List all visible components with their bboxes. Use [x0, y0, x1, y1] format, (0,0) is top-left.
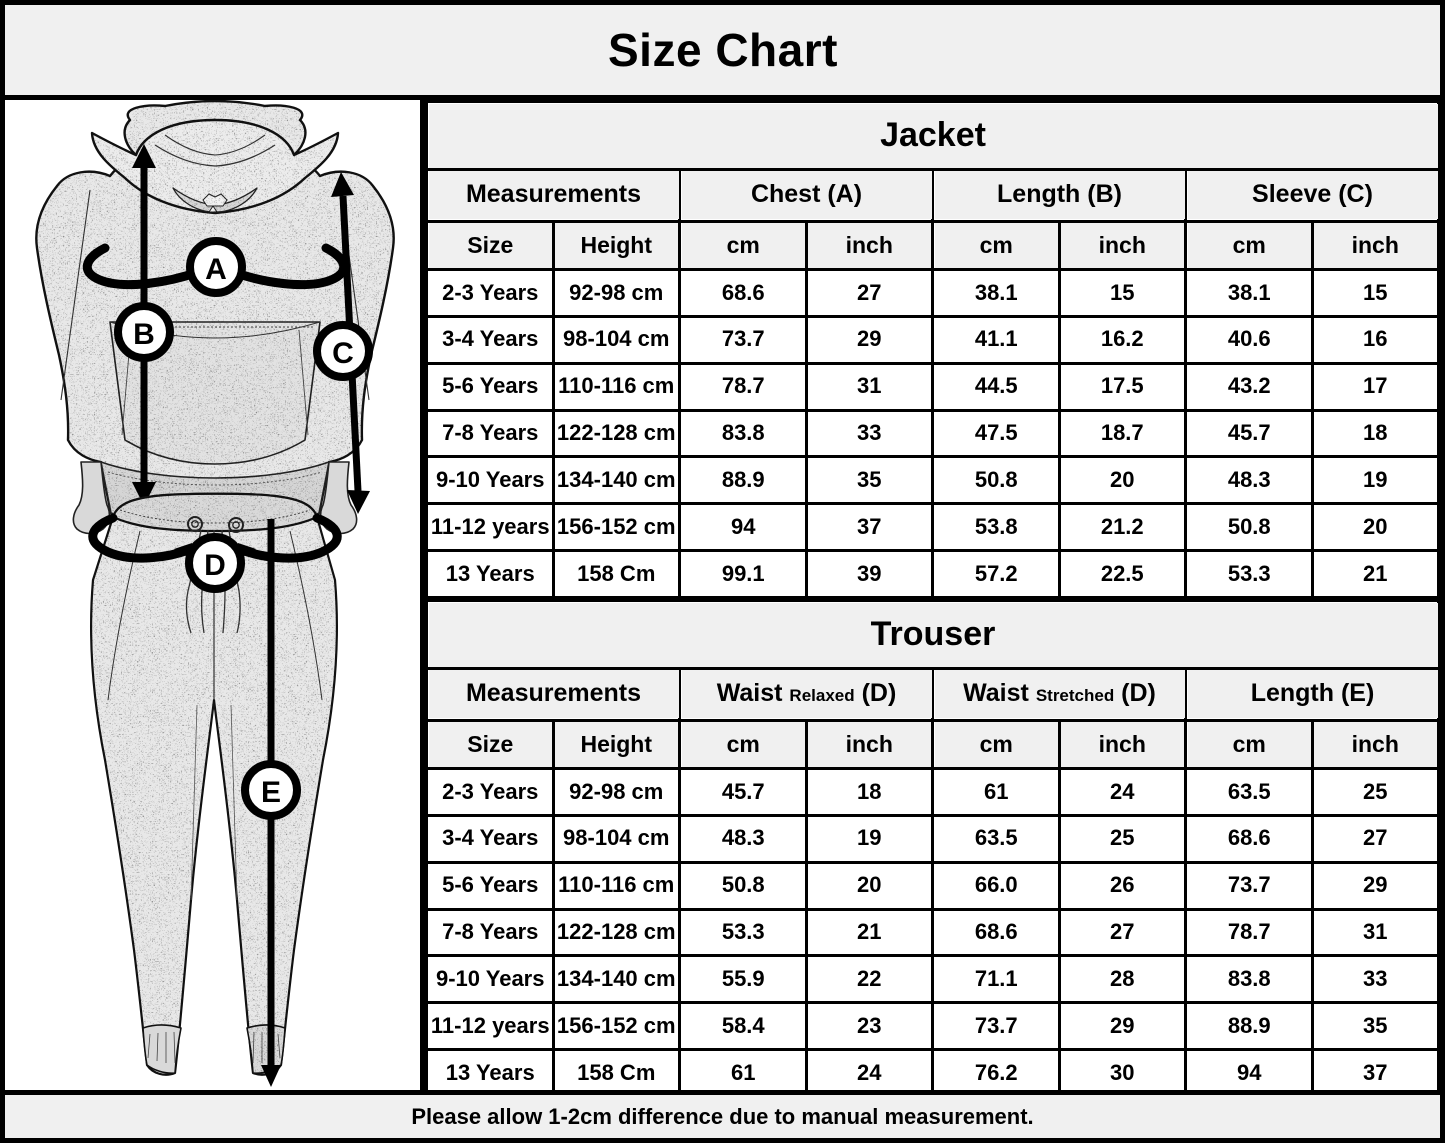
svg-text:E: E	[261, 776, 281, 809]
svg-text:D: D	[204, 549, 226, 582]
svg-text:C: C	[332, 337, 354, 370]
svg-text:A: A	[205, 253, 227, 286]
svg-text:B: B	[133, 318, 155, 351]
